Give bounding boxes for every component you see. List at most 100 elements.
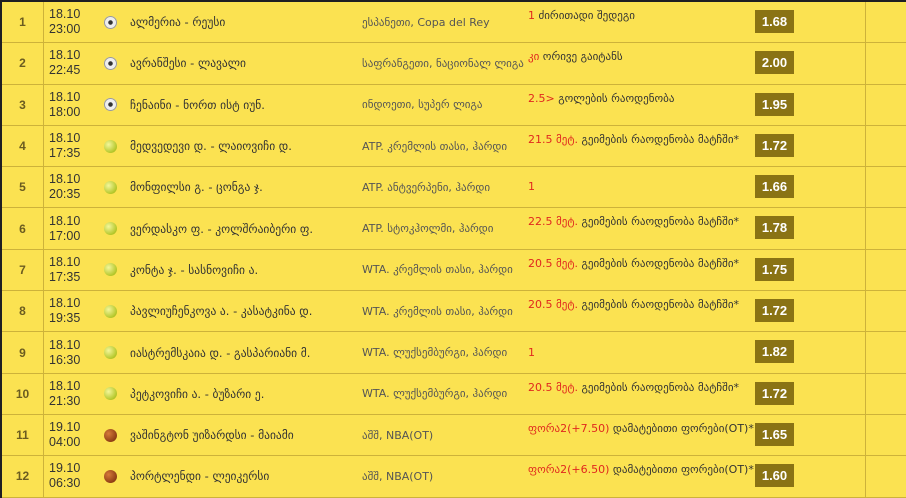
table-row[interactable]: 10 18.10 21:30 პეტკოვიჩი ა. - ბუზარი ე. W… <box>2 373 906 415</box>
odd-button[interactable]: 1.78 <box>755 216 794 240</box>
league-name: აშშ, NBA(OT) <box>362 469 434 483</box>
event-datetime: 19.10 06:30 <box>44 456 100 496</box>
odd-button[interactable]: 1.95 <box>755 92 794 116</box>
league-name: ესპანეთი, Copa del Rey <box>362 15 490 29</box>
bet-text: გეიმების რაოდენობა მატჩში* <box>578 132 740 146</box>
event-time: 17:35 <box>49 269 81 284</box>
table-row[interactable]: 6 18.10 17:00 ვერდასკო ფ. - კოლშრაიბერი ფ… <box>2 208 906 250</box>
event-date: 18.10 <box>49 296 81 311</box>
league-name: WTA. ლუქსემბურგი, ჰარდი <box>362 346 508 360</box>
row-number: 9 <box>2 332 44 373</box>
event-datetime: 18.10 20:35 <box>44 167 100 207</box>
tennis-ball-icon <box>103 180 117 194</box>
action-cell[interactable] <box>865 43 906 84</box>
match-name[interactable]: ვერდასკო ფ. - კოლშრაიბერი ფ. <box>130 221 314 236</box>
event-time: 16:30 <box>49 352 81 367</box>
match-name[interactable]: იასტრემსკაია დ. - გასპარიანი მ. <box>130 345 311 360</box>
tennis-ball-icon <box>103 304 117 318</box>
match-name[interactable]: კონტა ჯ. - სასნოვიჩი ა. <box>130 262 259 277</box>
odd-button[interactable]: 1.82 <box>755 340 794 364</box>
soccer-ball-icon <box>103 56 117 70</box>
event-time: 20:35 <box>49 187 81 202</box>
odd-button[interactable]: 1.72 <box>755 381 794 405</box>
match-name[interactable]: ჩენაინი - ნორთ ისტ იუნ. <box>130 97 265 112</box>
action-cell[interactable] <box>865 291 906 332</box>
odd-button[interactable]: 2.00 <box>755 51 794 75</box>
row-number: 11 <box>2 414 44 456</box>
action-cell[interactable] <box>865 249 906 291</box>
table-row[interactable]: 7 18.10 17:35 კონტა ჯ. - სასნოვიჩი ა. WTA… <box>2 249 906 292</box>
table-row[interactable]: 3 18.10 18:00 ჩენაინი - ნორთ ისტ იუნ. ინდ… <box>2 84 906 126</box>
event-date: 19.10 <box>49 461 81 476</box>
event-time: 22:45 <box>49 63 81 78</box>
table-row[interactable]: 4 18.10 17:35 მედვედევი დ. - ლაიოვიჩი დ. … <box>2 125 906 168</box>
action-cell[interactable] <box>865 332 906 373</box>
odd-button[interactable]: 1.68 <box>755 10 794 33</box>
event-datetime: 18.10 17:35 <box>44 126 100 166</box>
match-name[interactable]: ავრანშესი - ლავალი <box>130 56 246 71</box>
table-row[interactable]: 5 18.10 20:35 მონფილსი გ. - ცონგა ჯ. ATP.… <box>2 167 906 209</box>
event-time: 04:00 <box>49 435 81 450</box>
tennis-ball-icon <box>103 222 117 236</box>
table-row[interactable]: 12 19.10 06:30 პორტლენდი - ლეიკერსი აშშ, … <box>2 456 906 498</box>
odd-button[interactable]: 1.60 <box>755 464 794 488</box>
table-row[interactable]: 1 18.10 23:00 ალმერია - რეუსი ესპანეთი, C… <box>2 2 906 44</box>
table-row[interactable]: 11 19.10 04:00 ვაშინგტონ უიზარდსი - მაიამ… <box>2 414 906 457</box>
match-name[interactable]: ალმერია - რეუსი <box>130 15 226 30</box>
action-cell[interactable] <box>865 167 906 208</box>
match-name[interactable]: მედვედევი დ. - ლაიოვიჩი დ. <box>130 139 292 154</box>
odd-button[interactable]: 1.66 <box>755 175 794 199</box>
action-cell[interactable] <box>865 414 906 456</box>
row-number: 10 <box>2 373 44 414</box>
table-row[interactable]: 9 18.10 16:30 იასტრემსკაია დ. - გასპარიან… <box>2 332 906 374</box>
match-name[interactable]: მონფილსი გ. - ცონგა ჯ. <box>130 180 263 195</box>
league-name: WTA. კრემლის თასი, ჰარდი <box>362 304 513 318</box>
tennis-ball-icon <box>103 346 117 360</box>
bet-highlight: 1 <box>528 9 535 22</box>
event-time: 19:35 <box>49 311 81 326</box>
event-datetime: 18.10 21:30 <box>44 374 100 414</box>
match-name[interactable]: ვაშინგტონ უიზარდსი - მაიამი <box>130 428 294 443</box>
bet-highlight: ფორა2(+6.50) <box>528 463 610 477</box>
event-time: 17:00 <box>49 228 81 243</box>
event-date: 18.10 <box>49 131 81 146</box>
action-cell[interactable] <box>865 84 906 125</box>
tennis-ball-icon <box>103 139 117 153</box>
league-name: ინდოეთი, სუპერ ლიგა <box>362 98 483 112</box>
event-time: 21:30 <box>49 393 81 408</box>
odd-button[interactable]: 1.72 <box>755 299 794 323</box>
bet-text: გეიმების რაოდენობა მატჩში* <box>578 298 740 312</box>
event-date: 18.10 <box>49 254 81 269</box>
row-number: 2 <box>2 43 44 84</box>
action-cell[interactable] <box>865 2 906 43</box>
event-datetime: 18.10 19:35 <box>44 291 100 331</box>
match-name[interactable]: პორტლენდი - ლეიკერსი <box>130 469 270 484</box>
bet-text: ორივე გაიტანს <box>539 50 623 64</box>
row-number: 5 <box>2 167 44 208</box>
event-date: 18.10 <box>49 89 81 104</box>
bet-highlight: 2.5> <box>528 91 555 105</box>
event-date: 18.10 <box>49 337 81 352</box>
event-time: 23:00 <box>49 22 81 37</box>
action-cell[interactable] <box>865 208 906 249</box>
soccer-ball-icon <box>103 15 117 29</box>
match-name[interactable]: პავლიუჩენკოვა ა. - კასატკინა დ. <box>130 304 313 319</box>
odd-button[interactable]: 1.72 <box>755 133 794 157</box>
action-cell[interactable] <box>865 125 906 167</box>
action-cell[interactable] <box>865 373 906 414</box>
league-name: ATP. სტოკჰოლმი, ჰარდი <box>362 222 494 236</box>
row-number: 1 <box>2 2 44 43</box>
event-date: 19.10 <box>49 420 81 435</box>
tennis-ball-icon <box>103 387 117 401</box>
soccer-ball-icon <box>103 98 117 112</box>
bet-text: ძირითადი შედეგი <box>535 9 635 22</box>
table-row[interactable]: 2 18.10 22:45 ავრანშესი - ლავალი საფრანგე… <box>2 43 906 85</box>
event-date: 18.10 <box>49 172 81 187</box>
match-name[interactable]: პეტკოვიჩი ა. - ბუზარი ე. <box>130 386 265 401</box>
action-cell[interactable] <box>865 456 906 497</box>
table-row[interactable]: 8 18.10 19:35 პავლიუჩენკოვა ა. - კასატკინ… <box>2 291 906 333</box>
odd-button[interactable]: 1.75 <box>755 257 794 281</box>
odd-button[interactable]: 1.65 <box>755 422 794 446</box>
basketball-icon <box>103 469 117 483</box>
